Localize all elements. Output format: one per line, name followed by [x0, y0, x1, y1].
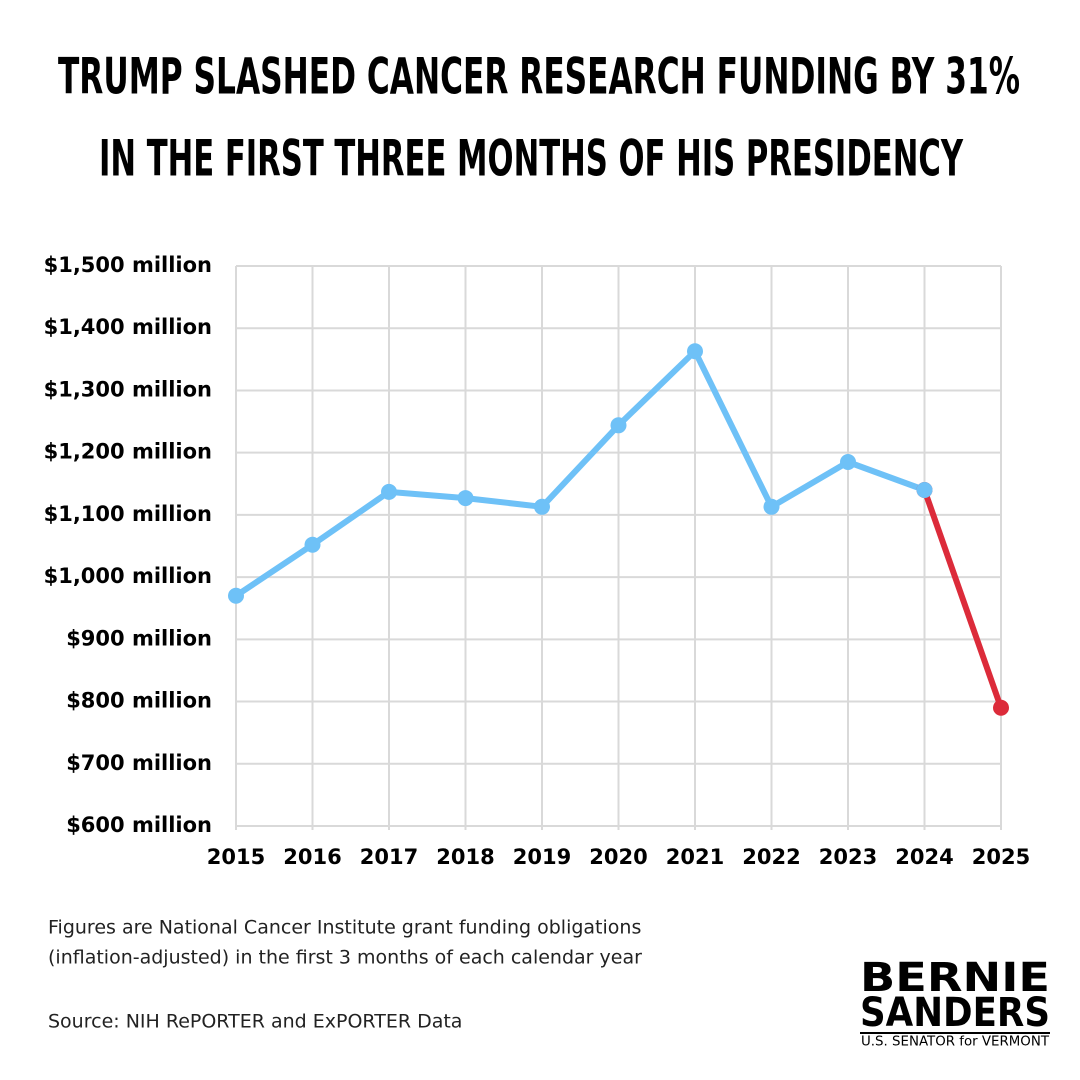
- x-tick-label: 2015: [207, 845, 265, 869]
- y-tick-label: $800 million: [66, 689, 212, 713]
- y-tick-label: $1,400 million: [44, 315, 212, 339]
- point: [534, 498, 550, 515]
- y-tick-label: $700 million: [66, 751, 212, 775]
- x-tick-label: 2025: [972, 845, 1030, 869]
- footnote: Figures are National Cancer Institute gr…: [48, 917, 641, 939]
- point: [304, 536, 321, 553]
- x-tick-label: 2019: [513, 845, 571, 869]
- y-tick-label: $900 million: [66, 626, 212, 650]
- point: [916, 482, 933, 498]
- point: [381, 483, 397, 500]
- x-tick-label: 2023: [819, 845, 877, 869]
- y-tick-label: $1,500 million: [44, 253, 212, 277]
- point: [763, 498, 780, 515]
- point: [228, 587, 244, 604]
- x-tick-label: 2020: [589, 845, 647, 869]
- x-tick-label: 2017: [360, 845, 418, 869]
- point: [457, 490, 474, 507]
- point: [687, 343, 703, 360]
- y-tick-label: $1,300 million: [44, 377, 212, 401]
- point: [610, 417, 627, 434]
- line: [921, 489, 1004, 709]
- point: [993, 699, 1009, 716]
- logo-name: SANDERS: [860, 990, 1050, 1036]
- point: [840, 454, 856, 470]
- y-tick-label: $1,200 million: [44, 440, 212, 464]
- source: Source: NIH RePORTER and ExPORTER Data: [48, 1011, 462, 1033]
- x-tick-label: 2018: [436, 845, 494, 869]
- y-tick-label: $600 million: [66, 813, 212, 837]
- footnote: (inflation-adjusted) in the first 3 mont…: [48, 947, 642, 969]
- x-tick-label: 2016: [283, 845, 341, 869]
- x-tick-label: 2021: [666, 845, 724, 869]
- y-tick-label: $1,000 million: [44, 564, 212, 588]
- line: [234, 348, 926, 599]
- logo-name: BERNIE: [860, 955, 1050, 1001]
- y-tick-label: $1,100 million: [44, 502, 212, 526]
- chart-title: TRUMP SLASHED CANCER RESEARCH FUNDING BY…: [58, 48, 1020, 106]
- x-tick-label: 2024: [895, 845, 953, 869]
- logo-tagline: U.S. SENATOR for VERMONT: [861, 1035, 1049, 1050]
- chart-title: IN THE FIRST THREE MONTHS OF HIS PRESIDE…: [99, 130, 963, 188]
- x-tick-label: 2022: [742, 845, 800, 869]
